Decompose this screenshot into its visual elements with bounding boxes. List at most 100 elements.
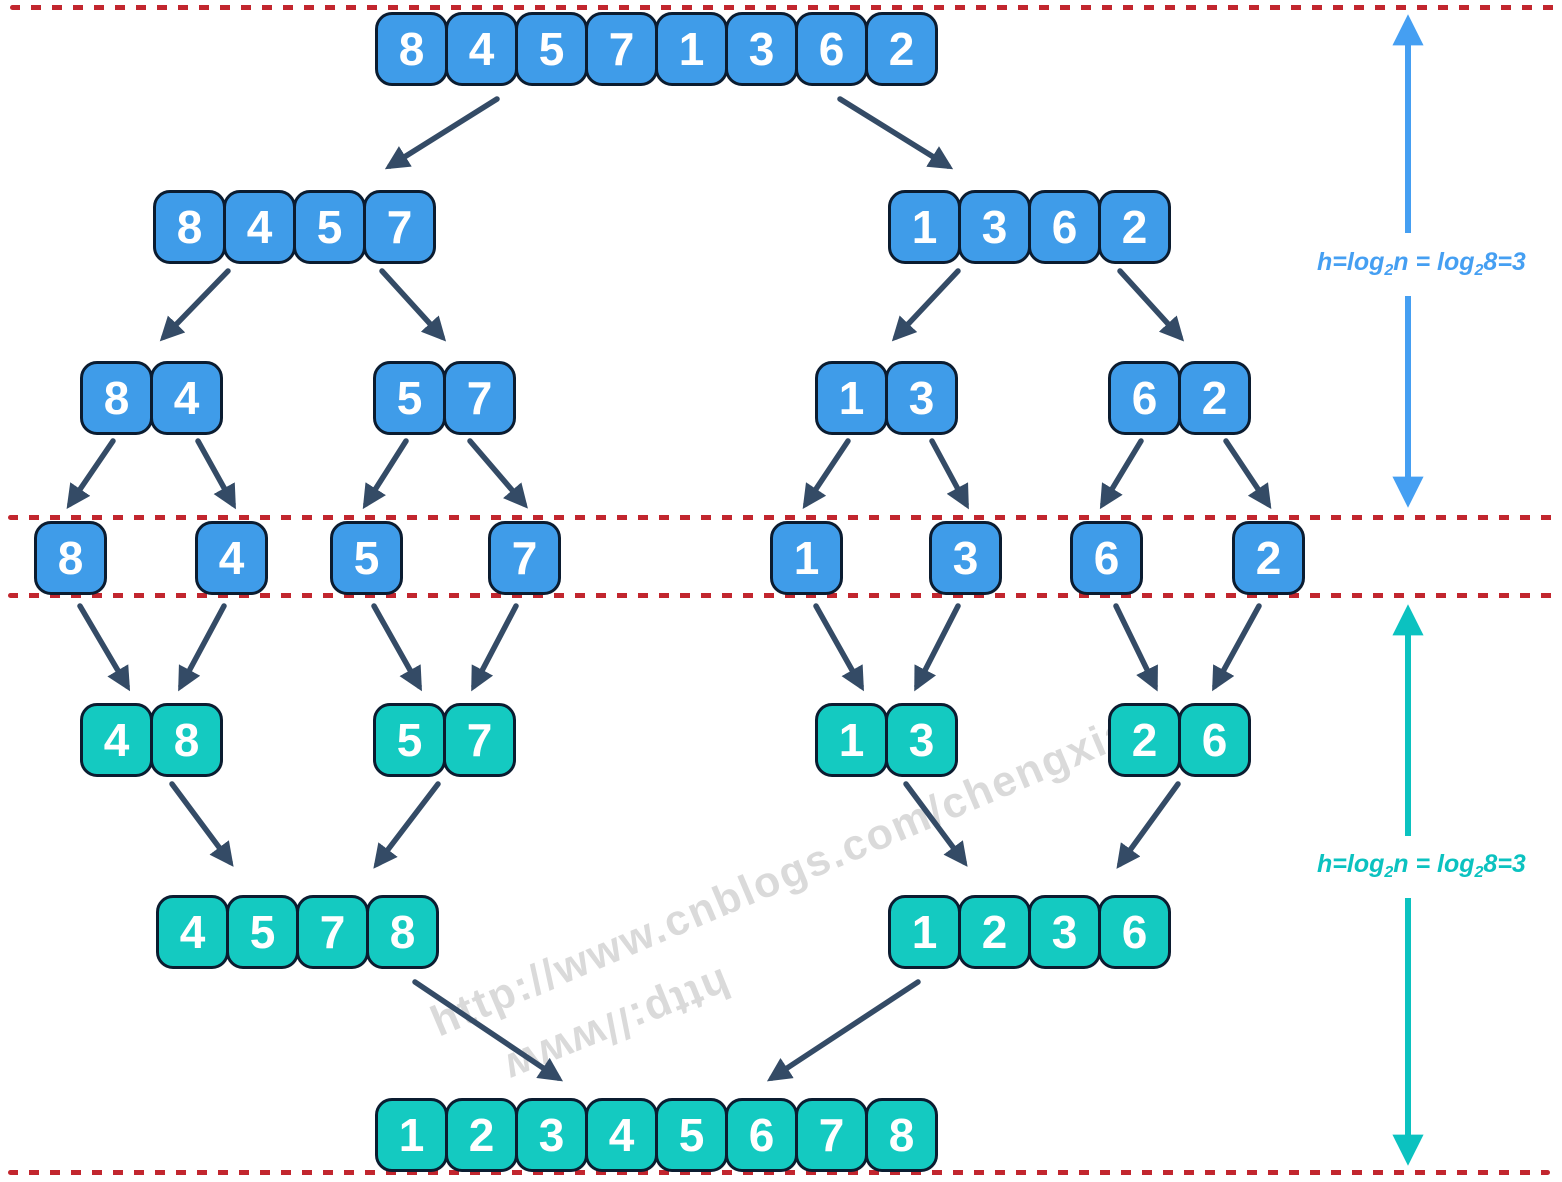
array-cell: 1 [888,190,961,264]
split-array-84: 8 4 [80,361,223,435]
array-cell: 5 [373,361,446,435]
split-arrow [929,438,969,510]
array-cell: 2 [1178,361,1251,435]
array-cell: 1 [815,703,888,777]
array-cell: 2 [1098,190,1171,264]
array-cell: 4 [150,361,223,435]
array-cell: 5 [226,895,299,969]
array-cell: 2 [1108,703,1181,777]
array-cell: 6 [1070,521,1143,595]
split-arrow [195,438,236,510]
split-arrow [891,268,961,342]
array-cell: 8 [80,361,153,435]
array-cell: 6 [1108,361,1181,435]
array-cell: 3 [725,12,798,86]
merge-array-13: 1 3 [815,703,958,777]
array-cell: 8 [34,521,107,595]
array-cell: 3 [885,703,958,777]
label-text: h=log [1317,850,1385,878]
split-single-7: 7 [488,521,561,595]
array-cell: 7 [363,190,436,264]
array-cell: 2 [445,1098,518,1172]
array-cell: 7 [488,521,561,595]
split-array-57: 5 7 [373,361,516,435]
merge-arrow [373,781,441,869]
split-single-8: 8 [34,521,107,595]
split-array-8457-1362: 8 4 5 7 1 3 6 2 [375,12,938,86]
array-cell: 5 [293,190,366,264]
array-cell: 6 [1028,190,1101,264]
label-subscript: 2 [1474,261,1484,279]
merge-arrow [412,979,564,1082]
array-cell: 2 [865,12,938,86]
array-cell: 3 [958,190,1031,264]
split-arrow [1099,438,1144,510]
split-array-1362: 1 3 6 2 [888,190,1171,264]
array-cell: 3 [885,361,958,435]
array-cell: 5 [515,12,588,86]
merge-arrow [471,603,519,692]
array-cell: 2 [958,895,1031,969]
array-cell: 8 [865,1098,938,1172]
array-cell: 1 [375,1098,448,1172]
divider-top [10,5,1555,10]
array-cell: 7 [795,1098,868,1172]
merge-arrow [169,781,234,867]
merge-array-26: 2 6 [1108,703,1251,777]
split-single-6: 6 [1070,521,1143,595]
merge-array-1236: 1 2 3 6 [888,895,1171,969]
split-arrow [159,268,231,342]
array-cell: 8 [153,190,226,264]
array-cell: 3 [929,521,1002,595]
split-arrow [467,438,528,509]
array-cell: 5 [655,1098,728,1172]
split-arrow [66,438,116,509]
split-array-62: 6 2 [1108,361,1251,435]
split-height-label: h=log2n = log28=3 [1317,248,1526,280]
split-arrow [1117,268,1185,342]
divider-middle-lower [8,593,1558,598]
split-single-4: 4 [195,521,268,595]
array-cell: 7 [443,703,516,777]
array-cell: 1 [655,12,728,86]
array-cell: 4 [585,1098,658,1172]
array-cell: 6 [795,12,868,86]
split-array-8457: 8 4 5 7 [153,190,436,264]
merge-arrow [766,979,921,1082]
array-cell: 1 [770,521,843,595]
merge-height-label: h=log2n = log28=3 [1317,850,1526,882]
array-cell: 2 [1232,521,1305,595]
array-cell: 5 [330,521,403,595]
split-arrow [1223,438,1272,510]
array-cell: 7 [443,361,516,435]
array-cell: 4 [80,703,153,777]
label-subscript: 2 [1384,863,1394,881]
merge-arrow [77,603,131,692]
split-arrow [837,96,954,170]
split-single-1: 1 [770,521,843,595]
split-single-2: 2 [1232,521,1305,595]
array-cell: 8 [375,12,448,86]
split-arrow [384,96,500,170]
array-cell: 8 [150,703,223,777]
split-array-13: 1 3 [815,361,958,435]
label-text: h=log [1317,248,1385,276]
array-cell: 1 [815,361,888,435]
label-text: 8=3 [1483,248,1526,276]
merge-arrow [178,603,227,692]
merge-arrow [1212,603,1262,692]
merge-arrow [813,603,864,692]
merge-array-4578: 4 5 7 8 [156,895,439,969]
merge-array-48: 4 8 [80,703,223,777]
merge-arrow [914,603,961,692]
label-subscript: 2 [1474,863,1484,881]
array-cell: 5 [373,703,446,777]
array-cell: 1 [888,895,961,969]
array-cell: 7 [296,895,369,969]
array-cell: 3 [1028,895,1101,969]
array-cell: 8 [366,895,439,969]
array-cell: 4 [195,521,268,595]
divider-bottom [8,1170,1550,1175]
